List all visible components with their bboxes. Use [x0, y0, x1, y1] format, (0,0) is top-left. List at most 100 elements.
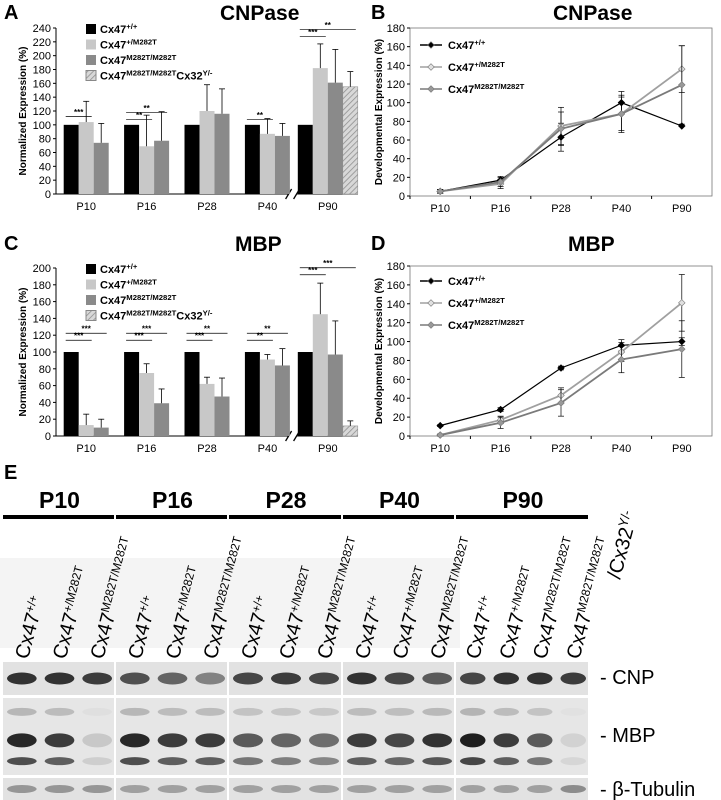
bar-hom-P90: [327, 354, 343, 436]
band-mbp-P10-1: [44, 707, 75, 716]
x-tick-label-P10: P10: [76, 443, 96, 455]
band-tub-P16-1: [157, 785, 188, 793]
bar-het-P40: [259, 133, 275, 194]
timepoint-bar-P28: [229, 515, 341, 519]
legend-label-het: Cx47+/M282T: [448, 60, 505, 74]
bar-wt-P40: [244, 352, 260, 436]
x-tick-label-P10: P10: [76, 201, 96, 213]
point-hom: [617, 110, 626, 118]
y-axis-label: Normalized Expression (%): [18, 288, 29, 417]
x-tick-label-P28: P28: [197, 201, 217, 213]
band-mbp-P16-0: [119, 757, 150, 766]
y-tick-label: 40: [39, 397, 51, 409]
band-mbp-P40-2: [422, 707, 452, 716]
bar-hom-P10: [93, 427, 109, 436]
y-axis-label: Developmental Expression (%): [374, 39, 385, 185]
bar-hom-P10: [93, 142, 109, 194]
band-cnp-P28-2: [309, 672, 339, 685]
band-mbp-P16-2: [195, 757, 226, 766]
x-tick-label-P90: P90: [672, 443, 692, 455]
significance-mark: **: [257, 111, 264, 120]
bar-hom-P40: [274, 135, 290, 194]
significance-mark: ***: [308, 266, 318, 275]
y-tick-label: 100: [387, 337, 405, 349]
point-wt: [436, 421, 444, 430]
y-tick-label: 60: [39, 148, 51, 160]
band-mbp-P40-0: [347, 757, 377, 766]
point-hom: [617, 355, 626, 364]
bar-hom-P90: [327, 82, 343, 194]
lane-label-band: [0, 558, 460, 648]
bar-hom-P28: [214, 396, 230, 436]
x-tick-label-P16: P16: [137, 201, 157, 213]
band-mbp-P10-1: [44, 733, 75, 748]
band-mbp-P10-0: [7, 733, 37, 748]
bar-het-P40: [259, 359, 275, 436]
legend-label-hom: Cx47M282T/M282T: [100, 293, 177, 307]
panel-letter-b: B: [371, 2, 386, 24]
band-tub-P28-0: [233, 785, 263, 793]
y-tick-label: 120: [387, 318, 405, 330]
y-tick-label: 200: [33, 263, 51, 275]
band-cnp-P10-0: [7, 672, 37, 685]
band-mbp-P90-2: [527, 707, 553, 716]
y-tick-label: 160: [387, 280, 405, 292]
band-mbp-P40-0: [347, 707, 377, 716]
y-tick-label: 100: [33, 347, 51, 359]
bar-het-P16: [139, 373, 155, 436]
legend-label-hom: Cx47M282T/M282T: [448, 318, 525, 332]
timepoint-bar-P10: [3, 515, 114, 519]
band-mbp-P28-1: [271, 707, 301, 716]
y-tick-label: 20: [393, 412, 405, 424]
band-cnp-P28-0: [233, 672, 263, 685]
legend-label-hom: Cx47M282T/M282T: [100, 53, 177, 67]
band-mbp-P40-0: [347, 733, 377, 748]
band-tub-P10-1: [44, 785, 75, 793]
band-cnp-P28-1: [271, 672, 301, 685]
band-cnp-P90-0: [460, 672, 486, 685]
y-tick-label: 180: [387, 23, 405, 35]
x-tick-label-P90: P90: [672, 203, 692, 215]
band-mbp-P90-0: [460, 733, 486, 748]
chart-title-d: MBP: [568, 233, 615, 256]
band-mbp-P90-3: [560, 757, 586, 766]
timepoint-bar-P16: [116, 515, 227, 519]
timepoint-label-P90: P90: [503, 490, 544, 513]
y-tick-label: 20: [39, 175, 51, 187]
legend-label-dko: Cx47M282T/M282TCx32Y/-: [100, 69, 213, 83]
band-tub-P90-0: [460, 785, 486, 793]
y-tick-label: 160: [387, 42, 405, 54]
bar-wt-P40: [244, 124, 260, 194]
legend-label-wt: Cx47+/+: [100, 262, 138, 276]
legend-marker-hom: [427, 85, 435, 93]
y-tick-label: 160: [33, 297, 51, 309]
y-tick-label: 80: [393, 355, 405, 367]
lane-label-P10-1: Cx47+/M282T: [48, 564, 95, 662]
legend-label-wt: Cx47+/+: [100, 22, 138, 36]
band-tub-P28-2: [309, 785, 339, 793]
y-tick-label: 0: [45, 189, 51, 201]
band-cnp-P16-0: [119, 672, 150, 685]
y-tick-label: 60: [39, 381, 51, 393]
band-mbp-P40-1: [384, 757, 415, 766]
band-mbp-P90-2: [527, 757, 553, 766]
significance-mark: ***: [134, 332, 144, 341]
significance-mark: **: [143, 104, 150, 113]
band-cnp-P90-3: [560, 672, 586, 685]
x-tick-label-P28: P28: [551, 203, 571, 215]
timepoint-label-P16: P16: [152, 490, 193, 513]
y-tick-label: 40: [393, 154, 405, 166]
band-mbp-P28-0: [233, 733, 263, 748]
panel-letter-d: D: [371, 233, 386, 255]
y-tick-label: 120: [33, 330, 51, 342]
y-axis-label: Normalized Expression (%): [18, 47, 29, 176]
x-tick-label-P28: P28: [551, 443, 571, 455]
legend-marker-het: [427, 63, 435, 71]
y-tick-label: 180: [33, 280, 51, 292]
band-mbp-P90-0: [460, 707, 486, 716]
blot-row-label-mbp: - MBP: [600, 725, 656, 747]
band-cnp-P10-1: [44, 672, 75, 685]
y-tick-label: 180: [33, 65, 51, 77]
band-mbp-P90-1: [493, 733, 519, 748]
